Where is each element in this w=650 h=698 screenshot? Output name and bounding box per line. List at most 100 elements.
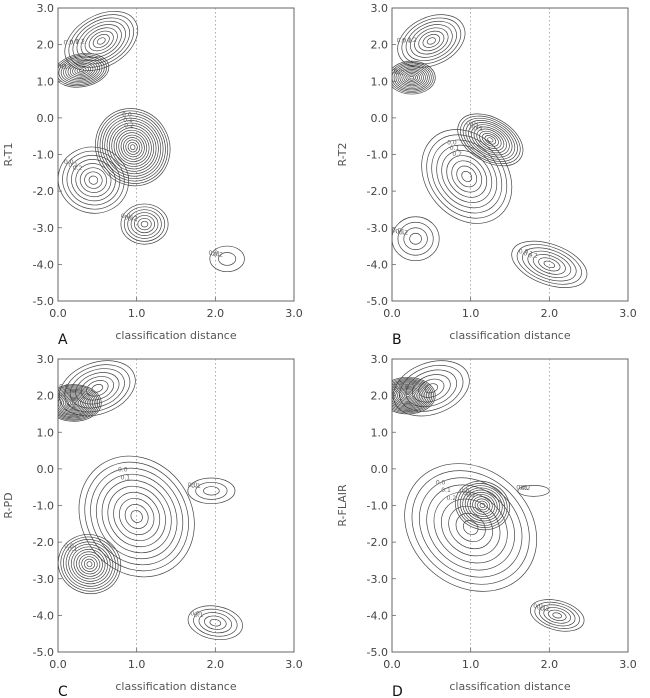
x-tick-label: 3.0 [619,658,637,671]
contour-line [78,553,101,575]
y-tick-label: -2.0 [367,536,388,549]
contour-line [467,491,498,520]
contour-level-label: 0.0 [460,488,470,495]
contour-level-label: 0.1 [537,605,547,612]
y-tick-label: 0.0 [37,463,55,476]
contour-line [120,134,145,160]
x-axis-label: classification distance [449,329,570,342]
contour-line [187,477,236,505]
contour-line [86,380,109,397]
contour-level-label: 0.2 [447,495,457,502]
contour-line [72,64,92,77]
contour-level-label: 0.1 [70,39,80,46]
contour-group [392,14,588,288]
contour-line [418,477,523,578]
x-tick-label: 2.0 [207,658,225,671]
contour-line [397,67,426,88]
contour-line [204,615,227,630]
contour-line [462,487,503,524]
contour-line [399,364,464,412]
contour-line [405,73,418,83]
contour-line [392,216,440,262]
contour-line [78,68,85,73]
contour-line [84,27,118,55]
y-tick-label: -2.0 [33,185,54,198]
contour-line [69,368,125,409]
contour-level-label: 0.1 [124,214,134,221]
contour-line [80,24,122,58]
contour-level-label: 0.2 [73,165,83,172]
contour-level-label: 0.1 [51,394,61,401]
contour-line [111,125,155,170]
contour-line [479,502,486,509]
contour-line [543,607,571,624]
contour-line [409,24,453,58]
x-tick-label: 3.0 [285,658,303,671]
y-tick-label: -5.0 [33,646,54,659]
contour-line [414,27,449,55]
contour-line [405,20,457,61]
y-tick-label: -5.0 [367,646,388,659]
y-tick-label: 1.0 [37,426,55,439]
contour-line [203,486,220,496]
contour-line [457,113,524,167]
contour-group [392,360,585,632]
contour-level-label: 0.1 [123,117,133,124]
contour-line [397,14,466,68]
x-tick-label: 2.0 [207,307,225,320]
contour-line [401,17,462,65]
contour-level-label: 0.0 [533,603,543,610]
contour-line [84,171,103,189]
contour-level-label: 0.2 [473,126,483,133]
contour-level-label: 0.0 [436,479,446,486]
contour-line [209,245,245,273]
contour-line [69,62,94,78]
contour-level-label: 0.0 [209,250,219,257]
contour-line [66,154,121,206]
y-tick-label: -4.0 [367,258,388,271]
contour-line [73,548,106,580]
x-tick-label: 0.0 [49,307,67,320]
contour-line [90,467,184,566]
contour-line [392,60,436,95]
contour-line [395,66,428,89]
contour-line [418,378,445,398]
contour-line [195,481,228,500]
contour-line [455,512,486,543]
contour-line [392,379,433,412]
contour-line [81,556,98,572]
y-tick-label: -2.0 [367,185,388,198]
plot-frame [57,7,295,302]
contour-line [527,250,572,278]
x-tick-label: 0.0 [49,658,67,671]
contour-line [446,155,488,198]
contour-line [104,117,162,177]
contour-level-label: 0.2 [521,485,531,492]
contour-line [71,159,116,202]
contour-labels: 0.00.10.20.00.10.20.00.10.20.00.10.20.00… [392,383,550,613]
contour-level-label: 0.1 [450,145,460,152]
contour-labels: 0.00.10.00.10.00.10.00.10.00.10.00.1 [51,383,204,619]
y-tick-label: 0.0 [37,112,55,125]
contour-line [441,150,493,203]
y-tick-label: 2.0 [37,39,55,52]
contour-line [58,55,105,85]
contour-line [107,485,166,548]
x-tick-label: 3.0 [285,307,303,320]
contour-line [456,165,478,188]
x-tick-label: 0.0 [383,658,401,671]
contour-line [522,247,577,282]
contour-line [392,382,428,409]
contour-line [71,401,76,405]
contour-line [127,141,138,153]
y-tick-label: -1.0 [367,149,388,162]
contour-level-label: 0.1 [68,546,78,553]
contour-level-label: 0.1 [391,69,401,76]
contour-line [218,252,237,266]
contour-line [424,383,439,394]
contour-line [118,132,148,163]
y-tick-label: 0.0 [371,112,389,125]
contour-level-label: 0.0 [54,63,64,70]
y-tick-label: 0.0 [371,463,389,476]
contour-line [464,489,501,522]
